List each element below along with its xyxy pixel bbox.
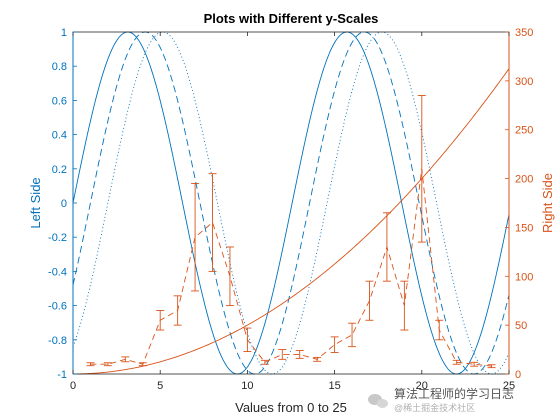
errorbar xyxy=(156,310,165,331)
errorbar xyxy=(208,173,217,272)
errorbar xyxy=(382,212,391,282)
wechat-icon xyxy=(368,393,390,409)
y-left-tick-label: -0.2 xyxy=(48,232,67,244)
errorbar xyxy=(191,183,200,292)
errorbar xyxy=(121,356,130,363)
x-tick-label: 15 xyxy=(328,380,340,392)
axes-layer: -1-0.8-0.6-0.4-0.200.20.40.60.8105010015… xyxy=(48,27,533,392)
plot-frame xyxy=(72,31,510,375)
y-right-tick-label: 100 xyxy=(515,271,533,283)
watermark-subtext: @稀土掘金技术社区 xyxy=(394,403,476,413)
errorbar xyxy=(487,364,496,369)
right-series-errorbar-line xyxy=(90,168,492,367)
errorbar xyxy=(103,362,112,367)
y-left-tick-label: 0 xyxy=(61,198,67,210)
x-tick-label: 25 xyxy=(503,380,515,392)
y-left-tick-label: 0.8 xyxy=(52,61,67,73)
left-series-dotted xyxy=(72,31,510,375)
x-tick-label: 0 xyxy=(70,380,76,392)
errorbar xyxy=(260,359,269,365)
right-series-quadratic xyxy=(72,68,510,375)
errorbar xyxy=(243,327,252,352)
errorbar xyxy=(417,95,426,243)
y-left-tick-label: -0.4 xyxy=(48,266,67,278)
errorbar xyxy=(435,319,444,341)
errorbar xyxy=(400,280,409,331)
y-right-tick-label: 50 xyxy=(515,320,527,332)
y-left-tick-label: 0.4 xyxy=(52,130,67,142)
left-series-dashed xyxy=(72,31,510,375)
left-series-solid xyxy=(72,31,510,375)
y-left-tick-label: -0.6 xyxy=(48,301,67,313)
errorbar xyxy=(452,359,461,365)
y-left-tick-label: 0.2 xyxy=(52,164,67,176)
y-right-tick-label: 300 xyxy=(515,76,533,88)
series-layer xyxy=(72,31,510,375)
errorbar xyxy=(138,362,147,367)
y-axis-right-label: Right Side xyxy=(540,173,555,233)
errorbar xyxy=(295,350,304,359)
errorbar xyxy=(470,361,479,367)
x-tick-label: 5 xyxy=(157,380,163,392)
y-right-tick-label: 250 xyxy=(515,125,533,137)
errorbar xyxy=(86,362,95,367)
errorbar xyxy=(278,349,287,360)
y-left-tick-label: -1 xyxy=(57,369,67,381)
errorbar xyxy=(330,336,339,353)
watermark: 算法工程师的学习日志 @稀土掘金技术社区 xyxy=(368,386,554,416)
y-left-tick-label: -0.8 xyxy=(48,335,67,347)
errorbar xyxy=(348,322,357,348)
y-right-tick-label: 150 xyxy=(515,222,533,234)
x-tick-label: 20 xyxy=(416,380,428,392)
x-axis-label: Values from 0 to 25 xyxy=(235,400,347,415)
y-left-tick-label: 1 xyxy=(61,27,67,39)
errorbar xyxy=(313,356,322,362)
errorbar xyxy=(173,295,182,326)
y-right-tick-label: 350 xyxy=(515,27,533,39)
watermark-text: 算法工程师的学习日志 xyxy=(394,387,515,401)
errorbar xyxy=(225,246,234,307)
y-right-tick-label: 200 xyxy=(515,174,533,186)
x-tick-label: 10 xyxy=(241,380,253,392)
errorbar xyxy=(365,280,374,321)
y-right-tick-label: 0 xyxy=(515,369,521,381)
chart-title: Plots with Different y-Scales xyxy=(204,11,379,26)
y-axis-left-label: Left Side xyxy=(28,177,43,228)
y-left-tick-label: 0.6 xyxy=(52,95,67,107)
